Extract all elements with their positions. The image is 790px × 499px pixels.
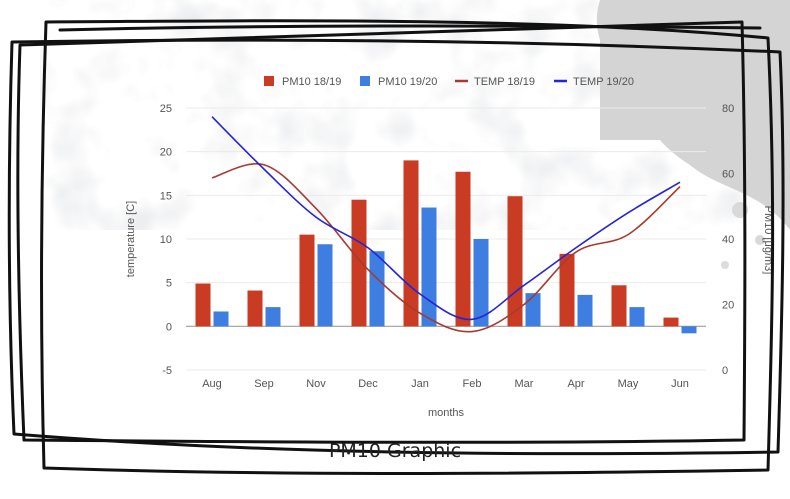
bar <box>507 196 523 327</box>
x-tick-label: Jan <box>411 378 429 390</box>
bar <box>577 294 593 327</box>
bar <box>299 234 315 327</box>
bar <box>195 283 211 327</box>
x-tick-label: Jun <box>671 378 689 390</box>
bar <box>525 293 541 327</box>
legend-swatch <box>360 76 370 86</box>
x-tick-label: Feb <box>463 378 482 390</box>
bar <box>247 290 263 327</box>
x-tick-label: May <box>618 378 639 390</box>
bar <box>473 239 489 327</box>
x-tick-label: Aug <box>202 378 222 390</box>
legend-swatch <box>264 76 274 86</box>
y-tick-label: 20 <box>160 147 172 159</box>
y-tick-label: 15 <box>160 190 172 202</box>
bar <box>611 285 627 327</box>
bar <box>213 311 229 327</box>
bar <box>455 171 471 327</box>
bar <box>421 207 437 327</box>
x-tick-label: Nov <box>306 378 326 390</box>
y-tick-label: 5 <box>166 278 172 290</box>
x-tick-label: Sep <box>254 378 274 390</box>
y-axis-title: temperature [C] <box>125 201 137 277</box>
bar <box>681 326 697 334</box>
legend-label: PM10 19/20 <box>378 76 437 88</box>
y-tick-label: 0 <box>166 321 172 333</box>
y2-tick-label: 0 <box>722 365 728 377</box>
legend-label: PM10 18/19 <box>282 76 341 88</box>
bar <box>351 199 367 327</box>
legend-label: TEMP 18/19 <box>474 76 535 88</box>
bar <box>317 244 333 327</box>
legend-label: TEMP 19/20 <box>573 76 634 88</box>
y2-tick-label: 80 <box>722 103 734 115</box>
series-line <box>211 116 681 321</box>
y2-tick-label: 20 <box>722 300 734 312</box>
chart-plot-area: 25 20 15 10 5 0 -5 80 60 40 20 0 Aug Sep Nov Dec Jan Feb M… <box>125 76 774 419</box>
x-tick-label: Mar <box>515 378 534 390</box>
x-tick-label: Dec <box>358 378 378 390</box>
bar <box>663 317 679 327</box>
y-tick-label: 25 <box>160 103 172 115</box>
bar <box>369 251 385 327</box>
bar <box>559 253 575 327</box>
x-axis-title: months <box>428 407 465 419</box>
y2-tick-label: 60 <box>722 169 734 181</box>
y2-tick-label: 40 <box>722 234 734 246</box>
series-line <box>211 162 681 333</box>
y-tick-label: 10 <box>160 234 172 246</box>
bar <box>403 160 419 327</box>
bar <box>265 307 281 327</box>
hand-drawn-frame <box>7 19 785 475</box>
chart-caption: PM10 Graphic <box>328 440 462 462</box>
y2-axis-title: PM10 [μg/m3] <box>762 206 774 275</box>
bar <box>629 307 645 327</box>
x-tick-label: Apr <box>567 378 584 390</box>
y-tick-label: -5 <box>162 365 172 377</box>
